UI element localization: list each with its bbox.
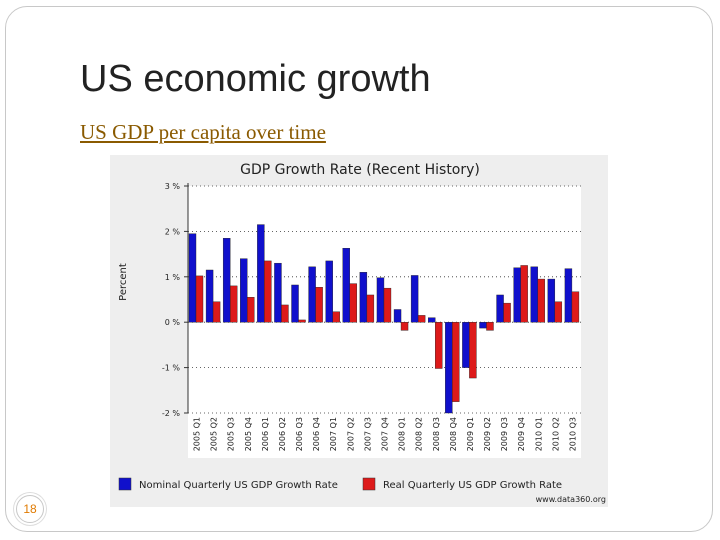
bar-nominal: [240, 258, 248, 323]
bar-nominal: [257, 224, 265, 323]
bar-real: [417, 315, 426, 323]
bar-real: [435, 321, 443, 369]
bar-nominal: [274, 262, 282, 323]
x-tick-label: 2007 Q2: [346, 417, 355, 451]
chart-title: GDP Growth Rate (Recent History): [240, 162, 480, 178]
x-tick-label: 2005 Q2: [210, 417, 219, 451]
bar-nominal: [342, 247, 350, 323]
bar-nominal: [479, 321, 487, 329]
bar-real: [281, 304, 289, 323]
bar-real: [366, 294, 375, 323]
bar-nominal: [496, 294, 504, 323]
bar-real: [537, 278, 545, 323]
x-tick-label: 2009 Q2: [483, 417, 492, 451]
bar-nominal: [410, 275, 419, 323]
legend-swatch-nominal: [118, 477, 132, 491]
bar-real: [503, 302, 511, 323]
x-tick-label: 2009 Q3: [500, 417, 509, 451]
bar-nominal: [291, 284, 299, 323]
bar-real: [212, 301, 221, 323]
bar-nominal: [205, 269, 214, 323]
y-tick-label: 2 %: [165, 227, 181, 236]
x-tick-label: 2008 Q4: [449, 417, 458, 451]
y-tick-label: -1 %: [162, 364, 181, 373]
slide-subtitle-link[interactable]: US GDP per capita over time: [80, 120, 326, 144]
bar-real: [400, 321, 409, 331]
bar-real: [571, 291, 580, 323]
bar-real: [195, 275, 204, 323]
legend-label-real: Real Quarterly US GDP Growth Rate: [383, 480, 562, 491]
bar-real: [383, 287, 392, 323]
y-axis-label: Percent: [118, 263, 129, 301]
x-tick-label: 2009 Q4: [517, 417, 526, 451]
gdp-growth-chart: GDP Growth Rate (Recent History) Percent…: [110, 155, 608, 507]
y-tick-label: -2 %: [162, 409, 181, 418]
bar-nominal: [222, 238, 231, 323]
legend-swatch-real: [362, 477, 376, 491]
bar-real: [315, 287, 323, 323]
x-tick-label: 2010 Q1: [534, 417, 543, 451]
bar-nominal: [376, 277, 385, 323]
bar-nominal: [428, 317, 436, 323]
page-number: 18: [16, 495, 44, 523]
bar-nominal: [462, 321, 470, 368]
bar-real: [469, 321, 477, 379]
bar-real: [554, 301, 563, 323]
x-tick-label: 2009 Q1: [466, 417, 475, 451]
y-tick-label: 1 %: [165, 273, 181, 282]
bar-nominal: [564, 268, 573, 323]
x-tick-label: 2005 Q4: [244, 417, 253, 451]
bar-nominal: [188, 233, 197, 323]
x-tick-label: 2010 Q3: [568, 417, 577, 451]
bar-real: [452, 321, 460, 402]
bar-real: [349, 283, 357, 323]
y-tick-label: 3 %: [165, 182, 181, 191]
bar-nominal: [513, 267, 521, 323]
x-tick-label: 2007 Q1: [329, 417, 338, 451]
x-tick-label: 2008 Q2: [415, 417, 424, 451]
chart-panel: GDP Growth Rate (Recent History) Percent…: [110, 155, 608, 507]
x-tick-label: 2006 Q4: [312, 417, 321, 451]
bar-nominal: [445, 321, 453, 414]
bar-real: [264, 260, 272, 323]
bar-nominal: [308, 266, 316, 323]
source-credit: www.data360.org: [536, 495, 606, 504]
x-tick-label: 2005 Q1: [193, 417, 202, 451]
bar-real: [332, 311, 340, 323]
x-tick-label: 2010 Q2: [551, 417, 560, 451]
x-tick-label: 2006 Q2: [278, 417, 287, 451]
bar-nominal: [393, 309, 402, 323]
x-tick-label: 2006 Q1: [261, 417, 270, 451]
bar-real: [298, 319, 306, 323]
x-tick-label: 2007 Q3: [363, 417, 372, 451]
y-tick-label: 0 %: [165, 318, 181, 327]
bar-real: [229, 285, 238, 323]
x-tick-label: 2006 Q3: [295, 417, 304, 451]
bar-nominal: [530, 266, 538, 323]
bar-nominal: [359, 272, 368, 323]
legend-label-nominal: Nominal Quarterly US GDP Growth Rate: [139, 480, 338, 491]
x-tick-label: 2008 Q1: [398, 417, 407, 451]
slide-title: US economic growth: [80, 58, 431, 100]
x-tick-label: 2005 Q3: [227, 417, 236, 451]
bar-real: [486, 321, 494, 331]
bar-real: [520, 265, 528, 323]
bar-nominal: [547, 278, 556, 323]
bar-nominal: [325, 260, 333, 323]
x-tick-label: 2007 Q4: [381, 417, 390, 451]
x-tick-label: 2008 Q3: [432, 417, 441, 451]
bar-real: [247, 297, 255, 323]
